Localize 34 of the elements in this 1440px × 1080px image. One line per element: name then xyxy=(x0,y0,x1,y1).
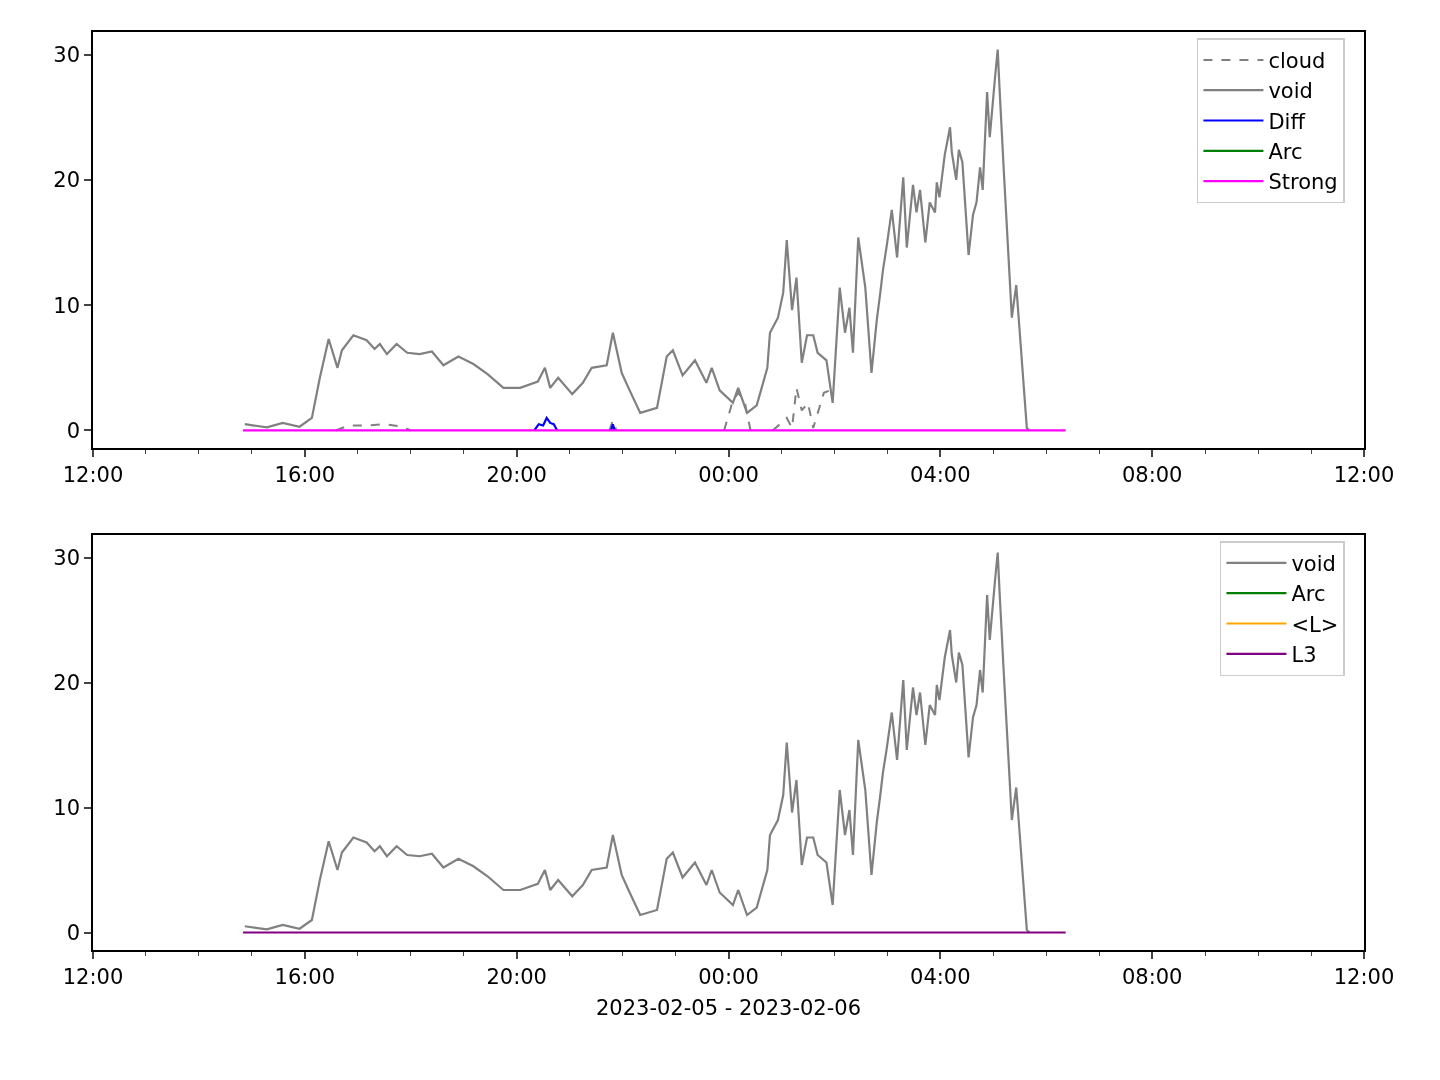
x-tick-label: 20:00 xyxy=(486,462,547,487)
x-tick-label: 12:00 xyxy=(62,964,124,989)
x-tick-label: 04:00 xyxy=(910,462,971,487)
legend-label: L3 xyxy=(1291,642,1317,667)
legend-label: cloud xyxy=(1268,49,1326,74)
y-tick-label: 30 xyxy=(53,545,81,570)
y-tick-label: 0 xyxy=(66,920,81,945)
x-tick-label: 16:00 xyxy=(274,462,336,487)
x-tick-label: 00:00 xyxy=(698,964,759,989)
x-tick-label: 12:00 xyxy=(1333,462,1395,487)
legend-label: Arc xyxy=(1268,139,1303,164)
legend-label: Strong xyxy=(1268,170,1338,195)
x-tick-label: 16:00 xyxy=(274,964,336,989)
x-tick-label: 20:00 xyxy=(486,964,547,989)
legend-label: void xyxy=(1268,79,1313,104)
y-tick-label: 20 xyxy=(53,168,81,193)
x-tick-label: 04:00 xyxy=(910,964,971,989)
y-tick-label: 0 xyxy=(66,418,81,443)
line-series xyxy=(243,551,1031,934)
legend-label: Diff xyxy=(1268,109,1306,134)
y-tick-label: 10 xyxy=(53,293,81,318)
x-tick-label: 00:00 xyxy=(698,462,759,487)
x-tick-label: 08:00 xyxy=(1121,462,1183,487)
x-tick-label: 12:00 xyxy=(1333,964,1395,989)
y-tick-label: 30 xyxy=(53,42,81,67)
y-tick-label: 20 xyxy=(53,670,81,695)
legend-label: <L> xyxy=(1291,612,1339,637)
x-axis-title: 2023-02-05 - 2023-02-06 xyxy=(595,995,862,1020)
x-tick-label: 08:00 xyxy=(1121,964,1183,989)
y-tick-label: 10 xyxy=(53,795,81,820)
x-tick-label: 12:00 xyxy=(62,462,124,487)
line-series xyxy=(243,48,1031,432)
legend-label: Arc xyxy=(1291,582,1326,607)
legend-label: void xyxy=(1291,552,1336,577)
